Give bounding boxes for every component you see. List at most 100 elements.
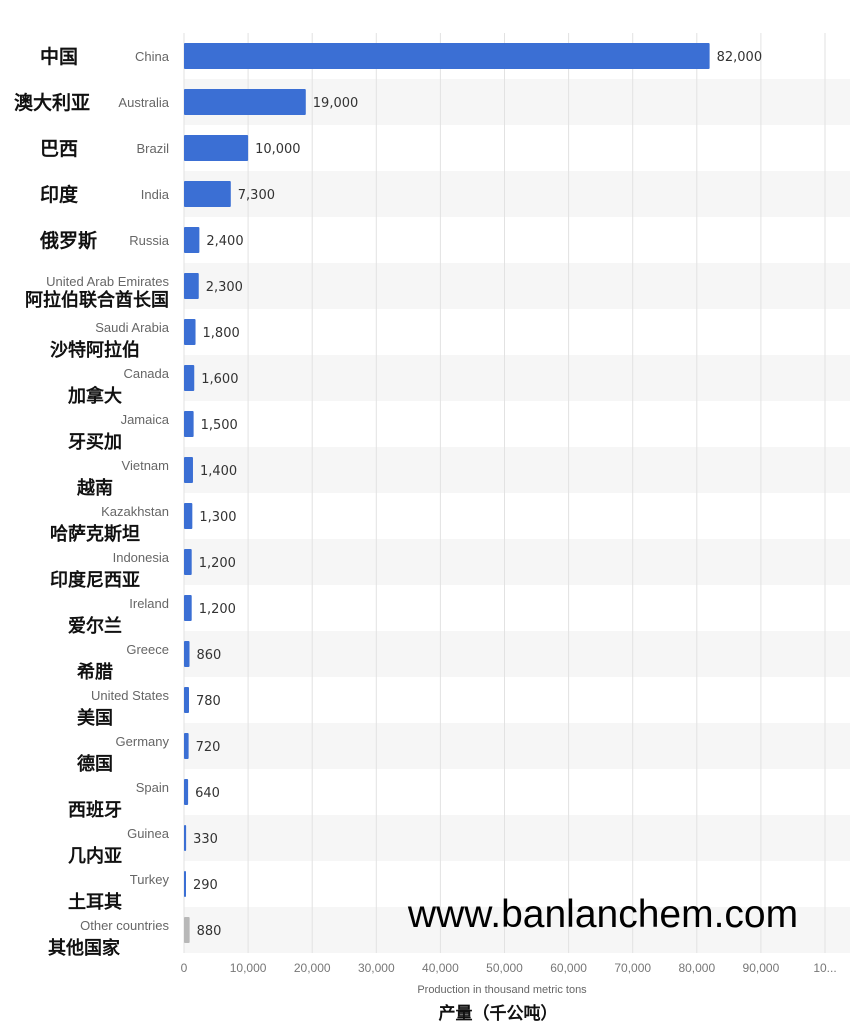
value-label: 1,500 (201, 418, 238, 433)
category-label-zh: 几内亚 (68, 845, 122, 867)
x-axis-label-zh: 产量（千公吨） (439, 1003, 558, 1024)
row-band (184, 907, 850, 953)
category-label-zh: 其他国家 (48, 937, 121, 959)
value-label: 82,000 (717, 50, 763, 65)
x-axis-ticks: 0 10,000 20,000 30,000 40,000 50,000 60,000 70,… (181, 961, 837, 975)
category-label: India (141, 187, 170, 202)
bar (184, 595, 192, 621)
x-tick-label: 10... (813, 961, 836, 975)
bar (184, 227, 200, 253)
x-tick-label: 10,000 (230, 961, 267, 975)
bar (184, 411, 194, 437)
category-label: Kazakhstan (101, 504, 169, 519)
value-label: 1,300 (199, 510, 236, 525)
row-band (184, 171, 850, 217)
bar (184, 549, 192, 575)
category-label: Indonesia (113, 550, 170, 565)
bar (184, 503, 193, 529)
x-tick-label: 50,000 (486, 961, 523, 975)
x-tick-label: 20,000 (294, 961, 331, 975)
bar (184, 181, 231, 207)
bar (184, 89, 306, 115)
category-label-zh: 牙买加 (68, 432, 122, 453)
value-label: 720 (196, 740, 221, 755)
value-label: 1,400 (200, 464, 237, 479)
x-tick-label: 60,000 (550, 961, 587, 975)
value-label: 1,800 (203, 326, 240, 341)
bar (184, 457, 193, 483)
x-axis-label: Production in thousand metric tons (417, 984, 587, 996)
value-label: 330 (193, 832, 218, 847)
category-label: United Arab Emirates (46, 274, 169, 289)
category-label: Greece (126, 642, 169, 657)
bar (184, 641, 190, 667)
x-tick-label: 80,000 (678, 961, 715, 975)
row-bands (184, 79, 850, 953)
bar (184, 871, 186, 897)
category-label: Guinea (127, 826, 170, 841)
value-label: 1,200 (199, 556, 236, 571)
category-label: China (135, 49, 170, 64)
category-label-zh: 印度尼西亚 (50, 569, 140, 591)
row-band (184, 355, 850, 401)
x-tick-label: 30,000 (358, 961, 395, 975)
bar (184, 365, 195, 391)
category-label-zh: 俄罗斯 (39, 229, 97, 252)
category-labels: 中国 China 澳大利亚 Australia 巴西 Brazil 印度 India 俄罗斯 Ru… (14, 45, 170, 959)
bar (184, 825, 187, 851)
row-band (184, 263, 850, 309)
category-label-zh: 中国 (40, 45, 78, 68)
category-label-zh: 土耳其 (68, 892, 122, 913)
row-band (184, 539, 850, 585)
category-label: United States (91, 688, 170, 703)
value-label: 2,300 (206, 280, 243, 295)
value-label: 780 (196, 694, 221, 709)
category-label-zh: 爱尔兰 (68, 615, 122, 637)
bar (184, 43, 710, 69)
x-tick-label: 40,000 (422, 961, 459, 975)
category-label-zh: 德国 (77, 753, 113, 775)
bar (184, 917, 190, 943)
value-label: 880 (197, 924, 222, 939)
category-label-zh: 哈萨克斯坦 (50, 523, 140, 545)
value-label: 290 (193, 878, 218, 893)
watermark-text: www.banlanchem.com (407, 893, 798, 936)
value-label: 860 (197, 648, 222, 663)
value-label: 640 (195, 786, 220, 801)
category-label: Brazil (136, 141, 169, 156)
category-label-zh: 越南 (76, 477, 113, 499)
x-tick-label: 90,000 (743, 961, 780, 975)
category-label: Vietnam (122, 458, 169, 473)
bar (184, 687, 189, 713)
category-label: Other countries (80, 918, 169, 933)
category-label: Spain (136, 780, 169, 795)
category-label: Turkey (130, 872, 170, 887)
value-labels: 82,000 19,000 10,000 7,300 2,400 2,300 1,800 1,… (193, 50, 762, 939)
category-label-zh: 阿拉伯联合酋长国 (25, 289, 169, 311)
category-label: Canada (123, 366, 169, 381)
bars (184, 43, 710, 943)
category-label: Germany (116, 734, 170, 749)
gridlines (183, 33, 826, 953)
category-label-zh: 美国 (77, 707, 113, 729)
category-label-zh: 加拿大 (67, 385, 122, 407)
value-label: 2,400 (206, 234, 243, 249)
bar (184, 273, 199, 299)
category-label: Saudi Arabia (95, 320, 169, 335)
value-label: 1,200 (199, 602, 236, 617)
bar (184, 779, 189, 805)
category-label-zh: 希腊 (77, 661, 113, 683)
bar (184, 733, 189, 759)
value-label: 1,600 (201, 372, 238, 387)
category-label-zh: 印度 (40, 183, 79, 206)
row-band (184, 815, 850, 861)
value-label: 10,000 (255, 142, 301, 157)
bar (184, 319, 196, 345)
category-label: Ireland (129, 596, 169, 611)
value-label: 19,000 (313, 96, 359, 111)
category-label-zh: 沙特阿拉伯 (50, 339, 140, 361)
value-label: 7,300 (238, 188, 275, 203)
row-band (184, 631, 850, 677)
x-tick-label: 0 (181, 961, 188, 975)
